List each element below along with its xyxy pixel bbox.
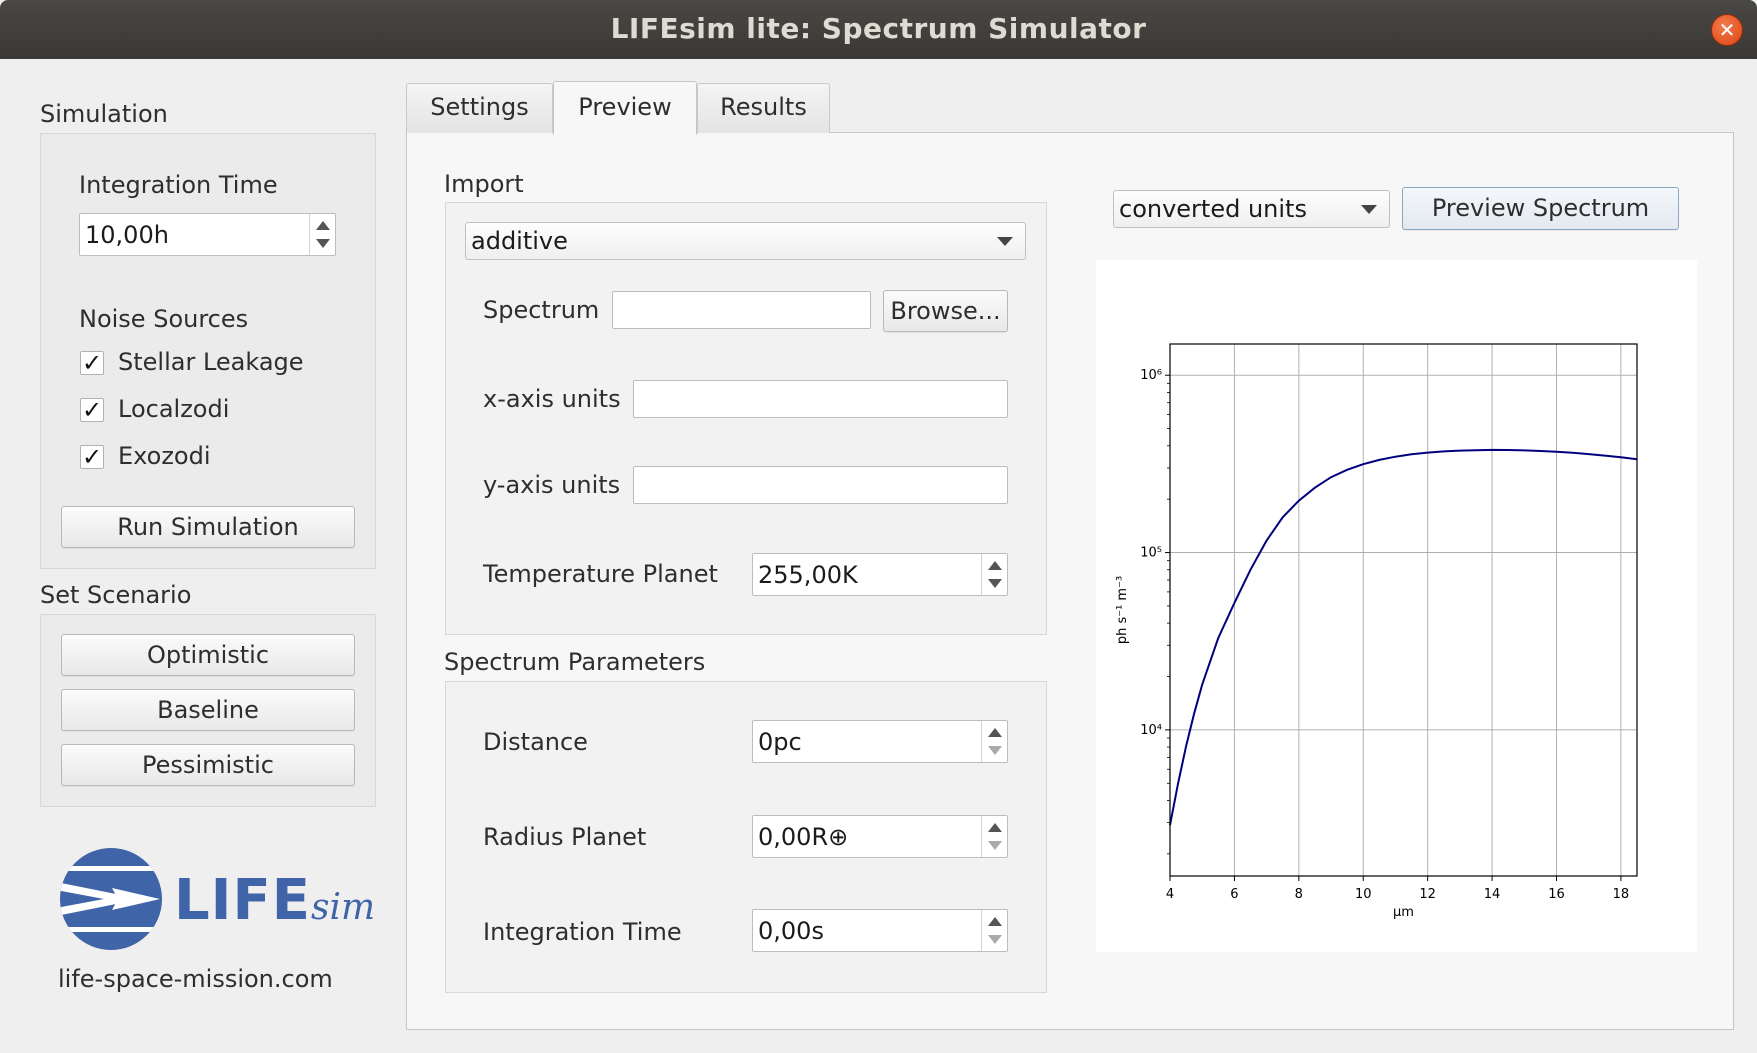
stellar-leakage-checkbox[interactable]: ✓ (80, 349, 104, 377)
radius-planet-value: 0,00R⊕ (758, 822, 849, 851)
mission-url[interactable]: life-space-mission.com (58, 965, 333, 993)
distance-value: 0pc (758, 727, 802, 756)
spin-arrows[interactable] (309, 214, 335, 255)
noise-sources-label: Noise Sources (79, 305, 249, 333)
spin-down-icon[interactable] (988, 746, 1002, 755)
param-integration-time-spinbox[interactable]: 0,00s (752, 909, 1008, 952)
units-mode-value: converted units (1119, 195, 1307, 223)
spin-down-icon[interactable] (316, 239, 330, 248)
temperature-planet-value: 255,00K (758, 560, 858, 589)
spectrum-path-input[interactable] (612, 291, 871, 329)
x-axis-units-input[interactable] (633, 380, 1008, 418)
distance-spinbox[interactable]: 0pc (752, 720, 1008, 763)
spin-up-icon[interactable] (316, 221, 330, 230)
logo-suffix: sim (311, 887, 376, 928)
chevron-down-icon (997, 237, 1013, 246)
browse-button[interactable]: Browse... (883, 290, 1008, 332)
localzodi-checkbox[interactable]: ✓ (80, 396, 104, 424)
pessimistic-button[interactable]: Pessimistic (61, 744, 355, 786)
life-logo-wordmark: LIFEsim (174, 868, 375, 933)
temperature-planet-spinbox[interactable]: 255,00K (752, 553, 1008, 596)
spectrum-parameters-title: Spectrum Parameters (444, 648, 706, 676)
import-mode-value: additive (471, 227, 568, 255)
spectrum-line (1169, 448, 1638, 826)
x-tick-label: 10 (1355, 887, 1372, 902)
x-tick-label: 16 (1548, 887, 1565, 902)
spectrum-label: Spectrum (483, 296, 600, 324)
spectrum-chart: 4 6 8 10 12 14 16 18 10⁴ 10⁵ 10⁶ μm ph s⁻¹ m⁻³ (1115, 343, 1638, 920)
spin-arrows[interactable] (981, 554, 1007, 595)
import-mode-combobox[interactable]: additive (465, 222, 1026, 260)
import-group-title: Import (444, 170, 524, 198)
plot-canvas: 4 6 8 10 12 14 16 18 10⁴ 10⁵ 10⁶ μm ph s⁻¹ m⁻³ (1096, 260, 1697, 952)
exozodi-checkbox[interactable]: ✓ (80, 443, 104, 471)
chevron-down-icon (1361, 205, 1377, 214)
tab-results[interactable]: Results (697, 83, 830, 133)
spin-down-icon[interactable] (988, 935, 1002, 944)
exozodi-label: Exozodi (118, 442, 211, 470)
tab-preview[interactable]: Preview (553, 81, 697, 135)
spin-up-icon[interactable] (988, 823, 1002, 832)
spin-up-icon[interactable] (988, 917, 1002, 926)
stellar-leakage-label: Stellar Leakage (118, 348, 304, 376)
integration-time-spinbox[interactable]: 10,00h (79, 213, 336, 256)
x-tick-label: 12 (1419, 887, 1436, 902)
radius-planet-spinbox[interactable]: 0,00R⊕ (752, 815, 1008, 858)
plot-frame (1169, 343, 1638, 877)
x-tick-label: 6 (1230, 887, 1238, 902)
temperature-planet-label: Temperature Planet (483, 560, 718, 588)
radius-planet-label: Radius Planet (483, 823, 647, 851)
integration-time-value: 10,00h (85, 220, 169, 249)
simulation-group-title: Simulation (40, 100, 168, 128)
x-axis-label: μm (1393, 905, 1414, 920)
y-axis-units-input[interactable] (633, 466, 1008, 504)
x-tick-label: 8 (1295, 887, 1303, 902)
life-logo-icon (56, 846, 166, 952)
logo-text: LIFE (174, 868, 312, 933)
y-tick-label: 10⁵ (1140, 546, 1162, 561)
spin-down-icon[interactable] (988, 841, 1002, 850)
x-axis-units-label: x-axis units (483, 385, 621, 413)
x-tick-label: 4 (1166, 887, 1174, 902)
spin-up-icon[interactable] (988, 561, 1002, 570)
y-tick-label: 10⁶ (1140, 368, 1162, 383)
x-tick-label: 18 (1613, 887, 1630, 902)
spin-arrows[interactable] (981, 816, 1007, 857)
param-integration-time-value: 0,00s (758, 916, 824, 945)
tab-settings[interactable]: Settings (406, 83, 553, 133)
spin-up-icon[interactable] (988, 728, 1002, 737)
window-title: LIFEsim lite: Spectrum Simulator (610, 12, 1147, 45)
set-scenario-group-title: Set Scenario (40, 581, 192, 609)
x-tick-label: 14 (1484, 887, 1501, 902)
spin-arrows[interactable] (981, 721, 1007, 762)
title-bar: LIFEsim lite: Spectrum Simulator ✕ (0, 0, 1757, 59)
spin-arrows[interactable] (981, 910, 1007, 951)
y-axis-units-label: y-axis units (483, 471, 621, 499)
units-mode-combobox[interactable]: converted units (1113, 190, 1390, 228)
baseline-button[interactable]: Baseline (61, 689, 355, 731)
distance-label: Distance (483, 728, 588, 756)
integration-time-label: Integration Time (79, 171, 278, 199)
optimistic-button[interactable]: Optimistic (61, 634, 355, 676)
y-axis-label: ph s⁻¹ m⁻³ (1115, 576, 1130, 644)
close-button[interactable]: ✕ (1711, 14, 1743, 46)
spin-down-icon[interactable] (988, 579, 1002, 588)
param-integration-time-label: Integration Time (483, 918, 682, 946)
y-tick-label: 10⁴ (1140, 723, 1162, 738)
localzodi-label: Localzodi (118, 395, 230, 423)
run-simulation-button[interactable]: Run Simulation (61, 506, 355, 548)
preview-spectrum-button[interactable]: Preview Spectrum (1402, 187, 1679, 230)
